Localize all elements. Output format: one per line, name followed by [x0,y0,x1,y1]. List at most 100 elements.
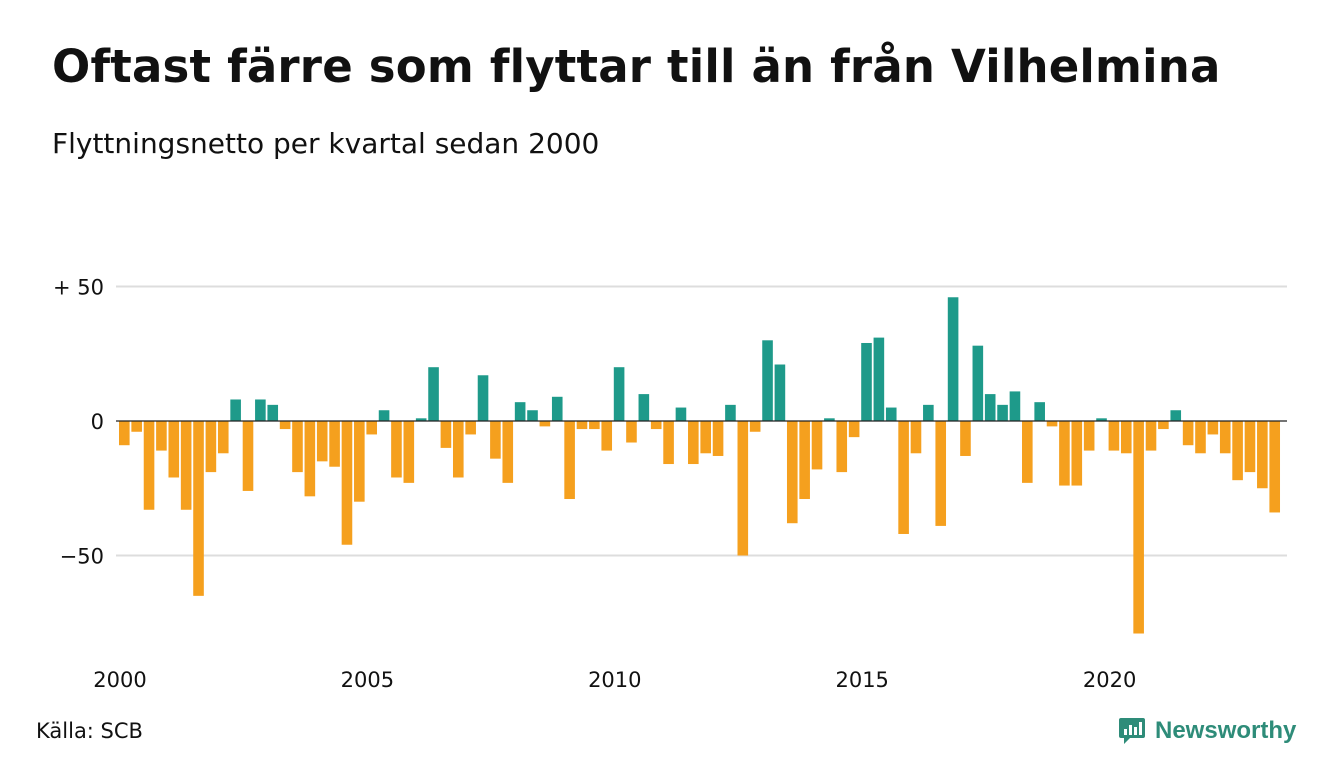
bar [885,407,897,421]
bar [1219,421,1231,454]
bar [156,421,167,451]
bar [774,364,786,421]
y-tick-label: 0 [91,410,104,434]
bar [663,421,674,465]
bar [811,421,823,470]
bar [217,421,229,454]
bar [688,421,699,465]
bar [1034,402,1045,421]
bar [749,421,761,432]
x-tick-label: 2015 [835,668,888,692]
bar [465,421,476,435]
bar [1195,421,1206,454]
bar [131,421,142,432]
bar [972,345,984,421]
bar [650,421,662,430]
chart-subtitle: Flyttningsnetto per kvartal sedan 2000 [52,127,600,160]
bar [1009,391,1021,421]
bar [1083,421,1095,451]
bar [1207,421,1219,435]
bar [997,404,1008,421]
bar [613,367,625,421]
bar [737,421,749,556]
bar [477,375,489,421]
bar [551,396,563,421]
bar [638,394,650,421]
x-tick-label: 2000 [93,668,146,692]
bar [848,421,860,438]
bar [514,402,526,421]
x-tick-label: 2020 [1083,668,1136,692]
bar [452,421,464,478]
chart-title: Oftast färre som flyttar till än från Vi… [52,40,1221,93]
bar [1170,410,1182,421]
bar [440,421,452,448]
bar [1244,421,1256,473]
bar [725,404,736,421]
bar [984,394,996,421]
bar [1182,421,1194,446]
bar [786,421,798,524]
bar [1046,421,1058,427]
bar [762,340,773,421]
x-tick-label: 2010 [588,668,641,692]
bar [205,421,217,473]
bar [799,421,810,500]
bar [329,421,340,467]
bar [279,421,291,430]
bar [304,421,316,497]
bar [1145,421,1157,451]
bar [861,342,872,421]
newsworthy-logo-icon [1119,718,1145,744]
source-note: Källa: SCB [36,719,143,743]
bar [1158,421,1169,430]
y-tick-label: −50 [60,545,104,569]
bar [824,418,835,421]
bar [366,421,377,435]
y-tick-label: + 50 [53,276,104,300]
bar [601,421,613,451]
bar [935,421,947,526]
bar [1022,421,1033,483]
bar [1269,421,1281,513]
bar [180,421,192,510]
bar [415,418,427,421]
bar [230,399,241,421]
bar [910,421,922,454]
bar [428,367,439,421]
bar [626,421,637,443]
bar [255,399,266,421]
bar [193,421,204,596]
x-tick-label: 2005 [341,668,394,692]
bar [947,297,959,421]
bar [316,421,328,462]
bar [403,421,415,483]
bar [675,407,687,421]
bar [712,421,724,456]
bar [960,421,971,456]
bar [1059,421,1070,486]
bar [1071,421,1083,486]
bar [242,421,254,491]
bar [1108,421,1120,451]
bar [490,421,501,459]
bar [836,421,848,473]
bar [502,421,514,483]
bar [1133,421,1144,634]
bar [873,337,885,421]
bar [354,421,365,502]
bar [589,421,600,430]
bar [341,421,353,545]
bar [1232,421,1243,481]
bar [119,421,130,446]
bar [292,421,303,473]
bar [267,404,279,421]
bar [700,421,711,454]
brand-name: Newsworthy [1155,717,1297,744]
bar [576,421,588,430]
bar [1096,418,1107,421]
bar [143,421,155,510]
bar [1257,421,1268,489]
bar [1120,421,1132,454]
